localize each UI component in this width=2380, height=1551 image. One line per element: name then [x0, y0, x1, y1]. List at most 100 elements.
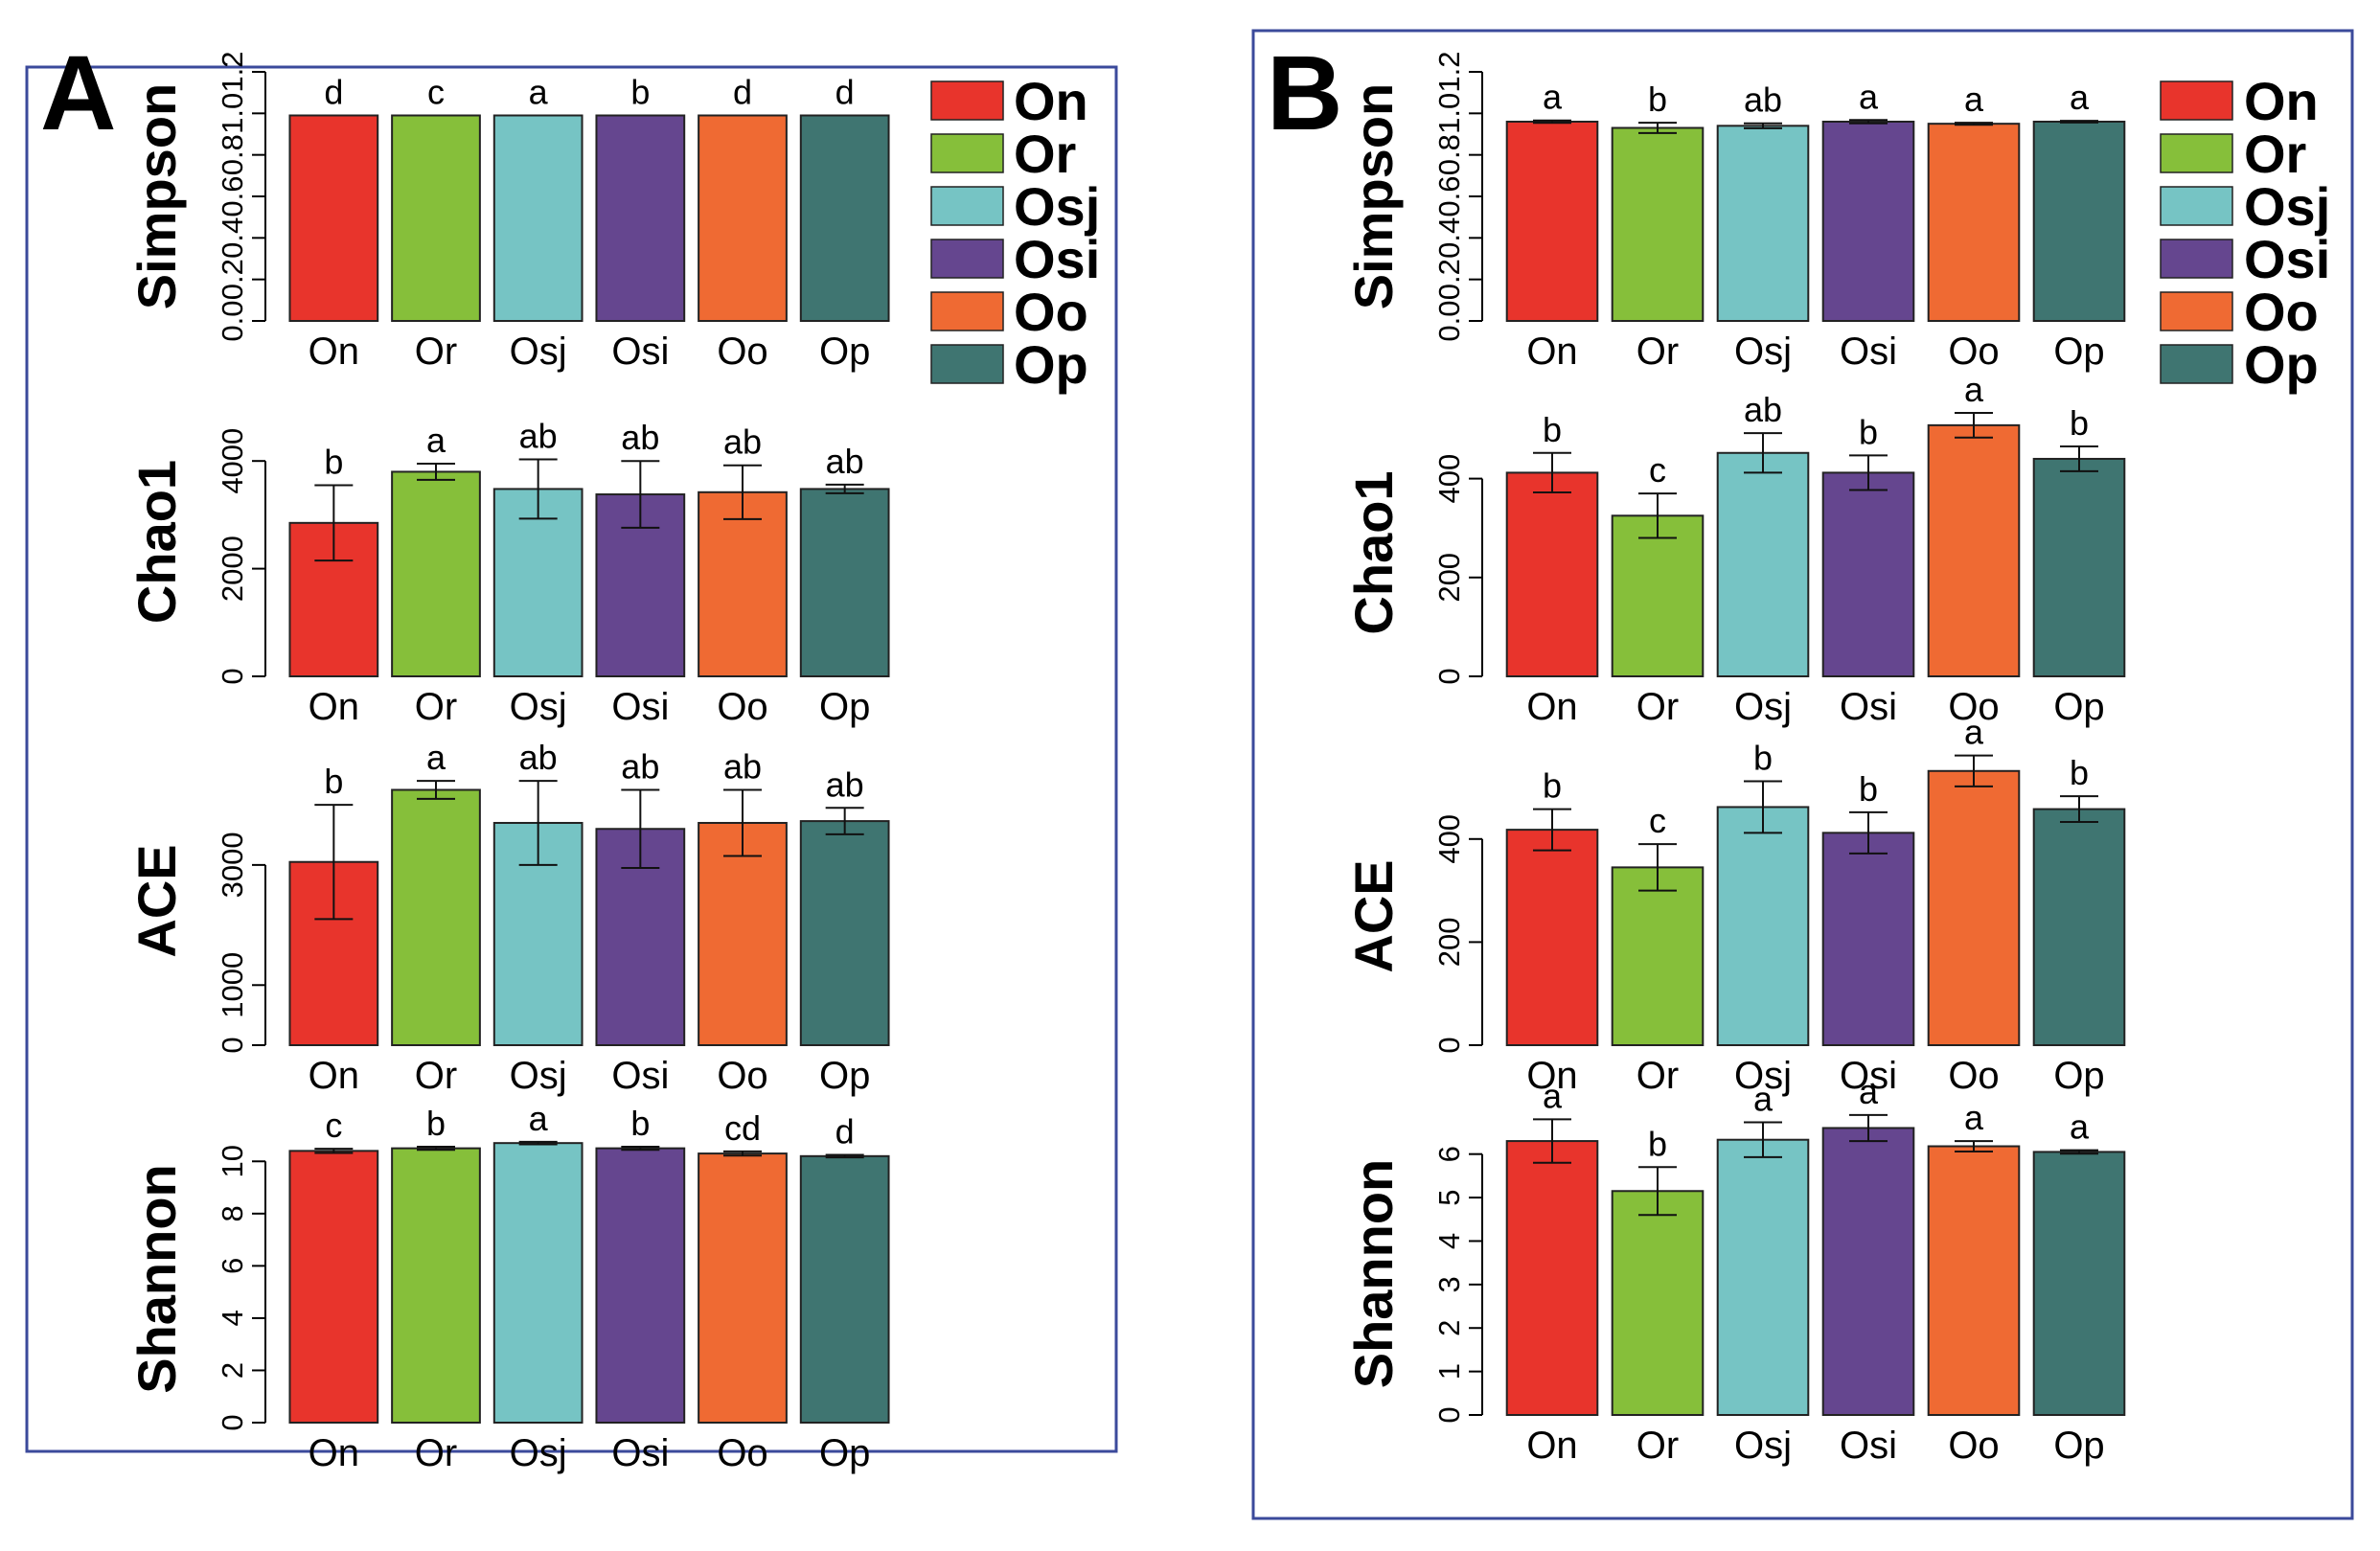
bar-oo — [698, 1152, 788, 1425]
x-tick-label-op: Op — [2053, 686, 2104, 728]
panel-a-simpson-plot: 0.00.20.40.60.81.01.2 Simpson d On c Or a Osj b O… — [126, 51, 890, 373]
legend-label-on: On — [1014, 71, 1088, 131]
significance-letter-on: b — [324, 442, 343, 481]
bar-op — [799, 114, 890, 322]
bar-osj — [492, 488, 584, 678]
legend-label-or: Or — [1014, 124, 1076, 184]
x-tick-label-osi: Osi — [1840, 686, 1897, 728]
significance-letter-on: c — [325, 1106, 342, 1145]
significance-letter-on: b — [1543, 410, 1562, 449]
y-tick-label: 0.4 — [216, 217, 249, 259]
panel-a-label: A — [40, 34, 116, 152]
y-axis-title: Shannon — [126, 1164, 187, 1394]
x-tick-label-osi: Osi — [611, 331, 669, 373]
bar-osi — [1821, 832, 1915, 1046]
x-tick-label-on: On — [1526, 331, 1577, 373]
bar-oo — [698, 821, 788, 1047]
x-tick-label-op: Op — [819, 1055, 870, 1097]
y-axis-title: Simpson — [126, 83, 187, 309]
bar-osi — [595, 1147, 686, 1424]
y-tick-label: 1.0 — [216, 93, 249, 134]
y-tick-label: 2000 — [216, 536, 249, 602]
bar-oo — [1927, 1145, 2021, 1416]
significance-letter-osj: ab — [1744, 390, 1782, 429]
x-tick-label-osi: Osi — [1840, 331, 1897, 373]
legend-swatch-or — [2160, 133, 2233, 173]
panel-b-chao1-plot: 0 200 400 Chao1 b On c Or ab Osj b Osi a Oo b Op — [1343, 370, 2126, 728]
significance-letter-oo: d — [733, 73, 752, 112]
bar-on — [1505, 471, 1599, 677]
significance-letter-oo: a — [1964, 713, 1984, 752]
bar-op — [2032, 808, 2126, 1047]
bar-or — [1611, 126, 1705, 322]
significance-letter-op: d — [835, 73, 855, 112]
y-tick-label: 6 — [216, 1258, 249, 1274]
x-tick-label-oo: Oo — [717, 331, 767, 373]
bar-osi — [1821, 471, 1915, 677]
bar-op — [799, 1154, 890, 1425]
y-axis-title: Simpson — [1343, 83, 1404, 309]
bar-osi — [595, 114, 686, 322]
panel-a-chao1-plot: 0 2000 4000 Chao1 b On a Or ab Osj ab Osi ab Oo ab Op — [126, 417, 890, 728]
x-tick-label-on: On — [1526, 1425, 1577, 1467]
bar-oo — [1927, 423, 2021, 677]
legend-swatch-oo — [930, 291, 1004, 331]
legend-label-osi: Osi — [1014, 229, 1100, 289]
bar-on — [1505, 1140, 1599, 1416]
significance-letter-osj: a — [529, 73, 549, 112]
x-tick-label-or: Or — [1636, 1425, 1679, 1467]
y-tick-label: 0.0 — [216, 300, 249, 341]
y-tick-label: 1000 — [216, 952, 249, 1018]
y-tick-label: 0.2 — [216, 259, 249, 300]
y-tick-label: 0 — [216, 1037, 249, 1053]
x-tick-label-osj: Osj — [510, 686, 567, 728]
bar-osj — [492, 114, 584, 322]
legend-label-oo: Oo — [2244, 282, 2319, 342]
x-tick-label-op: Op — [819, 686, 870, 728]
bar-on — [1505, 829, 1599, 1047]
x-tick-label-osi: Osi — [611, 686, 669, 728]
panel-a-ace-plot: 0 1000 3000 ACE b On a Or ab Osj ab Osi ab Oo ab Op — [126, 738, 890, 1097]
x-tick-label-osj: Osj — [1734, 1425, 1792, 1467]
legend-label-osj: Osj — [2244, 176, 2330, 237]
legend-label-oo: Oo — [1014, 282, 1088, 342]
bar-op — [2032, 457, 2126, 677]
y-tick-label: 400 — [1432, 454, 1466, 504]
x-tick-label-or: Or — [415, 686, 457, 728]
significance-letter-on: a — [1543, 1076, 1563, 1115]
y-tick-label: 0 — [1432, 668, 1466, 684]
legend-swatch-osi — [2160, 239, 2233, 279]
x-tick-label-on: On — [1526, 686, 1577, 728]
bar-osj — [1716, 125, 1810, 322]
significance-letter-or: c — [427, 73, 445, 112]
bar-or — [391, 470, 481, 677]
x-tick-label-or: Or — [1636, 1055, 1679, 1097]
y-axis-title: ACE — [126, 844, 187, 957]
bar-or — [1611, 1190, 1705, 1417]
y-tick-label: 200 — [1432, 918, 1466, 968]
x-tick-label-op: Op — [2053, 1055, 2104, 1097]
panel-b-ace-plot: 0 200 400 ACE b On c Or b Osj b Osi a Oo b Op — [1343, 713, 2126, 1097]
y-tick-label: 0 — [216, 668, 249, 684]
x-tick-label-osi: Osi — [611, 1055, 669, 1097]
legend-swatch-osi — [930, 239, 1004, 279]
significance-letter-or: b — [1648, 80, 1667, 119]
y-tick-label: 0.2 — [1432, 259, 1466, 300]
significance-letter-oo: a — [1964, 80, 1984, 119]
x-tick-label-osj: Osj — [1734, 686, 1792, 728]
significance-letter-oo: ab — [723, 422, 762, 462]
y-tick-label: 0 — [1432, 1037, 1466, 1053]
x-tick-label-oo: Oo — [717, 686, 767, 728]
significance-letter-op: d — [835, 1111, 855, 1151]
y-tick-label: 1.0 — [1432, 93, 1466, 134]
x-tick-label-oo: Oo — [717, 1055, 767, 1097]
legend-swatch-osj — [2160, 186, 2233, 226]
y-tick-label: 4 — [1432, 1233, 1466, 1249]
bar-oo — [1927, 123, 2021, 322]
significance-letter-osi: a — [1859, 1072, 1879, 1111]
panel-b: B OnOrOsjOsiOoOp0.00.20.40.60.81.01.2Simp… — [1251, 29, 2354, 1520]
significance-letter-or: b — [1648, 1124, 1667, 1163]
significance-letter-osi: b — [1859, 412, 1878, 451]
panel-a-shannon-plot: 0 2 4 6 8 10 Shannon c On b Or a Osj b Osi cd Oo d Op — [126, 1099, 890, 1474]
